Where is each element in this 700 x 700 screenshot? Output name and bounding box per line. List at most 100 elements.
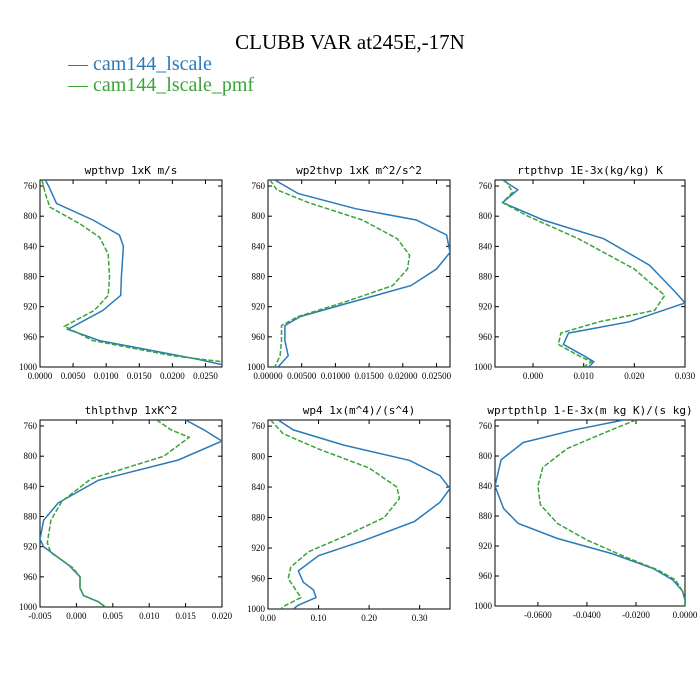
y-tick-label: 960	[479, 571, 493, 581]
plot-frame	[39, 419, 223, 608]
y-tick-label: 800	[24, 451, 38, 461]
y-tick-label: 880	[252, 513, 266, 523]
series-line-lscale	[277, 420, 450, 609]
panel-1: wpthvp 1xK m/s76080084088092096010000.00…	[19, 164, 223, 381]
y-tick-label: 920	[479, 302, 493, 312]
legend-entry-lscale-pmf: — cam144_lscale_pmf	[68, 74, 254, 96]
y-tick-label: 840	[24, 241, 38, 251]
x-tick-label: 0.0050	[61, 371, 86, 381]
x-tick-label: 0.000	[523, 371, 544, 381]
plot-frame	[494, 179, 686, 368]
y-tick-label: 840	[479, 241, 493, 251]
plot-frame	[39, 179, 223, 368]
y-tick-label: 960	[252, 332, 266, 342]
y-tick-label: 800	[479, 211, 493, 221]
x-tick-label: 0.000	[66, 611, 87, 621]
y-tick-label: 920	[252, 302, 266, 312]
y-tick-label: 1000	[247, 604, 266, 614]
y-tick-label: 800	[252, 211, 266, 221]
plot-frame	[267, 419, 451, 610]
x-tick-label: -0.0600	[524, 610, 552, 620]
plot-frame	[494, 419, 686, 607]
x-tick-label: 0.030	[675, 371, 696, 381]
x-tick-label: 0.010	[139, 611, 160, 621]
y-tick-label: 960	[252, 574, 266, 584]
panel-title: wpthvp 1xK m/s	[85, 164, 178, 177]
series-line-lscale-pmf	[41, 180, 222, 363]
y-tick-label: 760	[252, 421, 266, 431]
x-tick-label: 0.005	[103, 611, 124, 621]
y-tick-label: 800	[252, 452, 266, 462]
y-tick-label: 920	[24, 542, 38, 552]
panel-5: wp4 1x(m^4)/(s^4)76080084088092096010000…	[247, 404, 451, 623]
x-tick-label: -0.0200	[622, 610, 650, 620]
y-tick-label: 1000	[474, 601, 493, 611]
series-line-lscale	[274, 180, 450, 367]
legend-label-lscale: cam144_lscale	[93, 53, 212, 75]
y-tick-label: 880	[479, 272, 493, 282]
x-tick-label: 0.0000	[28, 371, 53, 381]
y-tick-label: 760	[252, 181, 266, 191]
y-tick-label: 800	[479, 451, 493, 461]
y-tick-label: 840	[252, 241, 266, 251]
x-tick-label: 0.020	[212, 611, 233, 621]
plot-frame	[267, 179, 451, 368]
y-tick-label: 960	[479, 332, 493, 342]
x-tick-label: 0.0250	[193, 371, 218, 381]
series-line-lscale	[40, 420, 222, 607]
y-tick-label: 800	[24, 211, 38, 221]
y-tick-label: 760	[479, 181, 493, 191]
x-tick-label: 0.0200	[160, 371, 185, 381]
y-tick-label: 960	[24, 332, 38, 342]
x-tick-label: 0.30	[412, 613, 428, 623]
y-tick-label: 760	[24, 421, 38, 431]
panel-title: thlpthvp 1xK^2	[85, 404, 178, 417]
x-tick-label: 0.0100	[94, 371, 119, 381]
panel-title: rtpthvp 1E-3x(kg/kg) K	[517, 164, 663, 177]
y-tick-label: 920	[479, 541, 493, 551]
y-tick-label: 1000	[474, 362, 493, 372]
y-tick-label: 880	[24, 272, 38, 282]
y-tick-label: 880	[479, 511, 493, 521]
figure-title: CLUBB VAR at245E,-17N	[235, 30, 465, 54]
series-line-lscale	[495, 420, 685, 606]
y-tick-label: 1000	[19, 602, 38, 612]
series-line-lscale-pmf	[269, 420, 401, 609]
y-tick-label: 1000	[247, 362, 266, 372]
y-tick-label: 840	[252, 482, 266, 492]
y-tick-label: 880	[24, 512, 38, 522]
y-tick-label: 880	[252, 272, 266, 282]
y-tick-label: 920	[252, 543, 266, 553]
panel-title: wp4 1x(m^4)/(s^4)	[303, 404, 416, 417]
series-line-lscale-pmf	[46, 420, 191, 607]
y-tick-label: 920	[24, 302, 38, 312]
legend-line-lscale: —	[68, 53, 93, 75]
panel-3: rtpthvp 1E-3x(kg/kg) K 760 800 840 880 920 960…	[474, 164, 696, 381]
legend-line-lscale-pmf: —	[68, 74, 93, 96]
x-tick-label: 0.0000	[673, 610, 698, 620]
x-tick-label: -0.0400	[573, 610, 601, 620]
x-tick-label: 0.20	[361, 613, 377, 623]
x-tick-label: 0.00000	[253, 371, 283, 381]
x-tick-label: 0.00500	[287, 371, 317, 381]
x-tick-label: 0.015	[175, 611, 196, 621]
y-tick-label: 1000	[19, 362, 38, 372]
series-line-lscale	[44, 180, 222, 366]
x-tick-label: 0.00	[260, 613, 276, 623]
x-tick-label: 0.020	[624, 371, 645, 381]
y-tick-label: 760	[479, 421, 493, 431]
x-tick-label: 0.01000	[321, 371, 351, 381]
panel-title: wp2thvp 1xK m^2/s^2	[296, 164, 422, 177]
x-tick-label: 0.02500	[422, 371, 452, 381]
series-line-lscale-pmf	[537, 420, 685, 606]
panel-6: wprtpthlp 1-E-3x(m kg K)/(s kg) 760 800 840…	[474, 404, 698, 620]
y-tick-label: 840	[479, 481, 493, 491]
legend-entry-lscale: — cam144_lscale	[68, 53, 212, 75]
x-tick-label: 0.010	[574, 371, 595, 381]
series-line-lscale	[501, 180, 685, 367]
x-tick-label: 0.10	[311, 613, 327, 623]
y-tick-label: 760	[24, 181, 38, 191]
x-tick-label: 0.01500	[354, 371, 384, 381]
y-tick-label: 840	[24, 481, 38, 491]
